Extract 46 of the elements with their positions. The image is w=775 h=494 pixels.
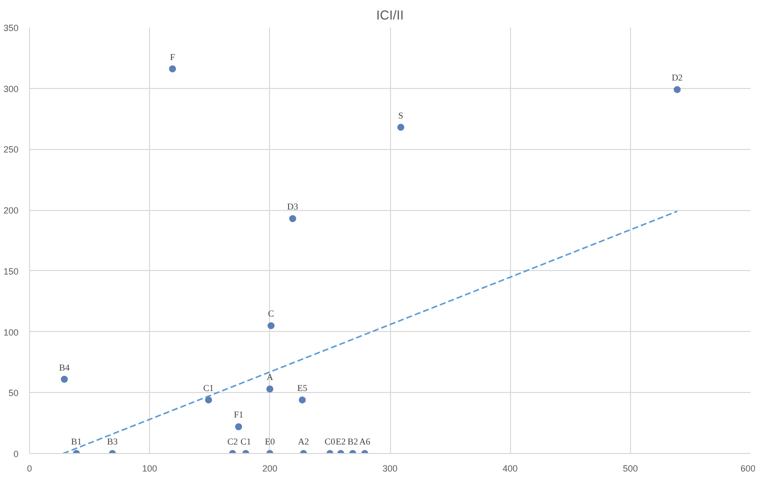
annotation: E5 [297,382,308,393]
point [205,396,212,404]
annotation: S [398,110,404,120]
y-tick-label: 100 [3,327,19,338]
annotation: C1 [203,382,214,393]
annotation: F1 [234,410,244,420]
annotation: C2 [227,436,238,446]
x-tick-label: 200 [262,464,278,474]
point [169,65,176,72]
x-tick-label: 300 [382,464,398,474]
y-tick-label: 300 [3,84,19,94]
annotation: B4 [59,362,70,372]
point [266,385,274,392]
annotation: C0 [324,436,336,446]
annotation: D3 [287,202,299,212]
annotation: D2 [672,72,683,83]
annotation: F [170,52,176,62]
point [289,215,296,222]
y-tick-label: 0 [13,449,19,459]
x-tick-label: 400 [502,464,518,474]
y-tick-label: 150 [3,266,19,276]
annotation: C [268,308,274,319]
annotation: B2 [347,436,358,446]
annotation: B1 [71,436,82,446]
annotation: E0 [264,436,276,446]
y-tick-label: 50 [8,388,19,398]
annotation: C1 [240,436,252,446]
point [235,423,242,430]
annotation: A6 [359,436,371,446]
point [674,86,681,94]
chart-title: ICI/II [376,8,404,22]
y-tick-label: 250 [3,144,19,155]
annotation: A2 [298,436,309,446]
y-tick-label: 350 [3,23,19,33]
y-tick-label: 200 [3,206,19,216]
point [268,322,275,330]
point [60,376,68,383]
x-tick-label: 100 [142,464,158,474]
annotation: A [266,372,274,382]
annotation: B3 [107,436,118,446]
x-tick-label: 600 [740,464,756,474]
x-tick-label: 0 [26,464,32,474]
point [397,124,404,131]
x-tick-label: 500 [622,464,638,474]
point [298,396,306,404]
annotation: E2 [336,436,346,446]
